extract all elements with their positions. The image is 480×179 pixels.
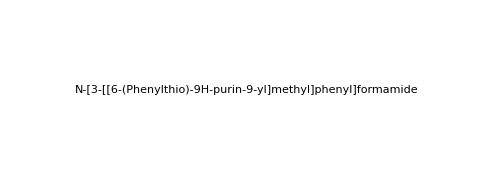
Text: N-[3-[[6-(Phenylthio)-9H-purin-9-yl]methyl]phenyl]formamide: N-[3-[[6-(Phenylthio)-9H-purin-9-yl]meth…	[74, 85, 418, 95]
